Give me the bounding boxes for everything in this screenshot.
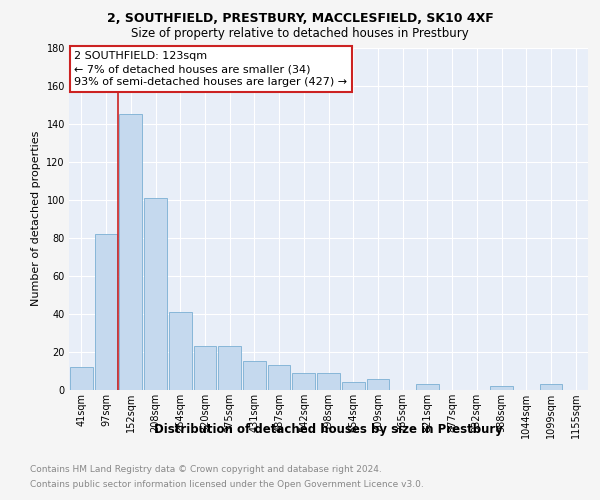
Bar [144, 198, 167, 390]
Bar [95, 234, 118, 390]
Bar [342, 382, 365, 390]
Text: Distribution of detached houses by size in Prestbury: Distribution of detached houses by size … [154, 422, 503, 436]
Bar [218, 346, 241, 390]
Bar [539, 384, 562, 390]
Bar [243, 362, 266, 390]
Bar [268, 366, 290, 390]
Bar [119, 114, 142, 390]
Bar [416, 384, 439, 390]
Text: Contains HM Land Registry data © Crown copyright and database right 2024.: Contains HM Land Registry data © Crown c… [30, 465, 382, 474]
Bar [70, 367, 93, 390]
Bar [317, 373, 340, 390]
Bar [292, 373, 315, 390]
Text: 2, SOUTHFIELD, PRESTBURY, MACCLESFIELD, SK10 4XF: 2, SOUTHFIELD, PRESTBURY, MACCLESFIELD, … [107, 12, 493, 26]
Bar [490, 386, 513, 390]
Text: Contains public sector information licensed under the Open Government Licence v3: Contains public sector information licen… [30, 480, 424, 489]
Text: Size of property relative to detached houses in Prestbury: Size of property relative to detached ho… [131, 28, 469, 40]
Bar [194, 346, 216, 390]
Bar [169, 312, 191, 390]
Bar [367, 378, 389, 390]
Text: 2 SOUTHFIELD: 123sqm
← 7% of detached houses are smaller (34)
93% of semi-detach: 2 SOUTHFIELD: 123sqm ← 7% of detached ho… [74, 51, 347, 88]
Y-axis label: Number of detached properties: Number of detached properties [31, 131, 41, 306]
